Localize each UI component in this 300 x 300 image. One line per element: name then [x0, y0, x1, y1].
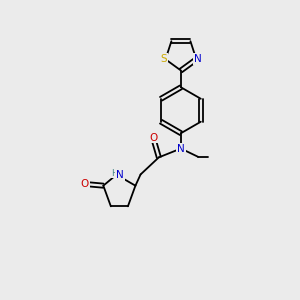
Text: N: N — [194, 54, 202, 64]
Text: N: N — [116, 170, 124, 180]
Text: S: S — [161, 54, 167, 64]
Text: N: N — [177, 143, 185, 154]
Text: H: H — [111, 169, 117, 178]
Text: O: O — [149, 133, 158, 142]
Text: O: O — [81, 179, 89, 189]
